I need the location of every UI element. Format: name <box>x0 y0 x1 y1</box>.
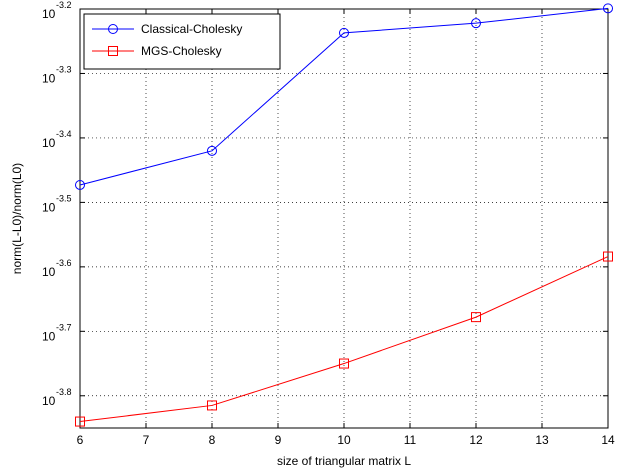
x-tick-label: 8 <box>209 433 216 447</box>
axis-ticks: 6 7 8 9 10 11 12 13 1410-3.210-3.310-3.410-3.510… <box>42 0 615 447</box>
y-tick-base: 10 <box>42 200 56 214</box>
y-tick-label: 10-3.6 <box>42 258 72 279</box>
data-point-square <box>75 416 85 427</box>
x-tick-label: 11 <box>404 433 417 447</box>
y-tick-label: 10-3.2 <box>42 0 72 21</box>
legend: Classical-Cholesky MGS-Cholesky <box>83 13 281 70</box>
data-point-circle <box>339 27 349 38</box>
y-tick-label: 10-3.4 <box>42 129 72 150</box>
data-point-square <box>603 251 613 262</box>
y-tick-exponent: -3.4 <box>56 129 72 139</box>
legend-label: Classical-Cholesky <box>141 22 242 36</box>
x-tick-label: 14 <box>601 433 615 447</box>
y-tick-exponent: -3.6 <box>56 258 72 268</box>
grid <box>80 8 608 428</box>
legend-box <box>83 13 281 70</box>
y-tick-base: 10 <box>42 329 56 343</box>
y-tick-exponent: -3.7 <box>56 322 72 332</box>
data-point-square <box>207 400 217 411</box>
data-point-circle <box>75 179 85 190</box>
y-tick-exponent: -3.3 <box>56 64 72 74</box>
y-tick-label: 10-3.7 <box>42 322 72 343</box>
y-tick-base: 10 <box>42 7 56 21</box>
y-tick-base: 10 <box>42 265 56 279</box>
legend-marker-circle <box>108 24 118 34</box>
series-line-0 <box>79 7 609 186</box>
y-tick-label: 10-3.8 <box>42 387 72 408</box>
data-point-circle <box>603 3 613 14</box>
x-axis-label: size of triangular matrix L <box>277 454 411 468</box>
y-tick-exponent: -3.8 <box>56 387 72 397</box>
series-layer <box>75 3 613 427</box>
x-tick-label: 9 <box>275 433 282 447</box>
y-axis-label: norm(L-L0)/norm(L0) <box>10 163 24 274</box>
data-point-square <box>339 358 349 369</box>
data-point-circle <box>471 18 481 29</box>
y-tick-exponent: -3.5 <box>56 193 72 203</box>
x-tick-label: 10 <box>337 433 351 447</box>
y-tick-base: 10 <box>42 71 56 85</box>
x-tick-label: 13 <box>535 433 549 447</box>
y-tick-base: 10 <box>42 394 56 408</box>
x-tick-label: 6 <box>77 433 84 447</box>
x-tick-label: 12 <box>469 433 483 447</box>
legend-label: MGS-Cholesky <box>141 44 222 58</box>
y-tick-label: 10-3.5 <box>42 193 72 214</box>
series-line-1 <box>79 256 609 423</box>
data-point-circle <box>207 145 217 156</box>
y-tick-label: 10-3.3 <box>42 64 72 85</box>
y-tick-base: 10 <box>42 136 56 150</box>
legend-marker-square <box>108 46 118 56</box>
data-point-square <box>471 312 481 323</box>
y-tick-exponent: -3.2 <box>56 0 72 10</box>
x-tick-label: 7 <box>143 433 150 447</box>
